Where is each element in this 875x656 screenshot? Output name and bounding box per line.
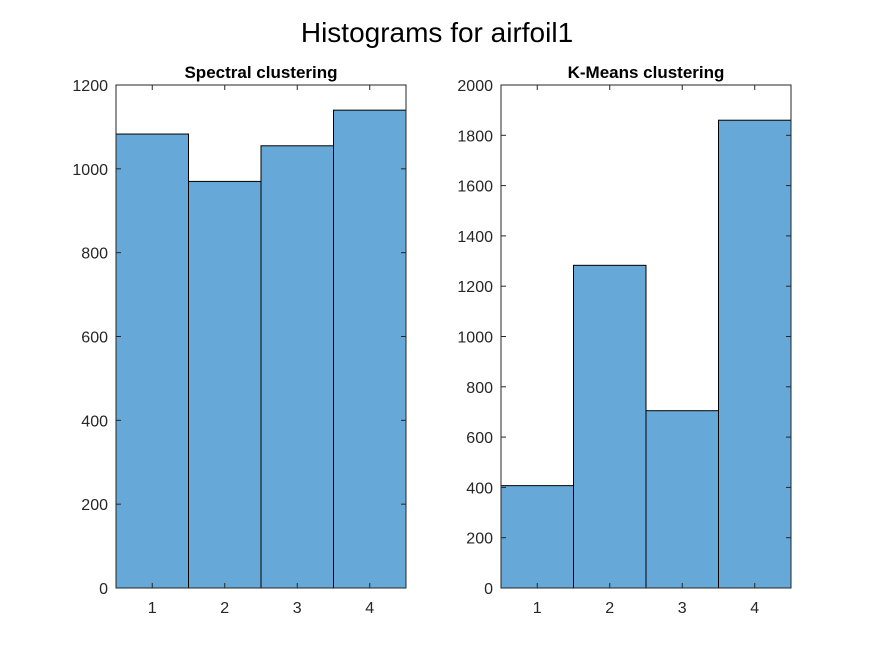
spectral-bar-2 <box>188 180 262 589</box>
kmeans-xtick-label: 2 <box>605 600 614 617</box>
kmeans-bar-1 <box>500 485 574 589</box>
figure-title: Histograms for airfoil1 <box>301 17 573 48</box>
spectral-ytick-label: 800 <box>81 246 108 263</box>
kmeans-ytick-label: 600 <box>466 430 493 447</box>
spectral-xtick-label: 2 <box>220 600 229 617</box>
kmeans-bar-4 <box>718 119 792 589</box>
spectral-bar-4 <box>333 109 407 589</box>
kmeans-xtick-label: 4 <box>750 600 759 617</box>
spectral-ytick-label: 1200 <box>72 78 108 95</box>
kmeans-bar-2 <box>573 264 647 589</box>
kmeans-ytick-label: 1600 <box>457 179 493 196</box>
kmeans-ytick-label: 1000 <box>457 330 493 347</box>
spectral-clustering-axes: Spectral clustering 0 200 400 600 800 1000 120… <box>72 63 407 617</box>
kmeans-ytick-label: 400 <box>466 480 493 497</box>
kmeans-ytick-label: 1800 <box>457 128 493 145</box>
kmeans-xtick-label: 3 <box>678 600 687 617</box>
kmeans-ytick-label: 1200 <box>457 279 493 296</box>
kmeans-bar-3 <box>645 410 719 589</box>
kmeans-clustering-axes: K-Means clustering 020040060080010001200… <box>457 63 792 617</box>
spectral-bar-3 <box>260 145 334 589</box>
spectral-ytick-label: 400 <box>81 413 108 430</box>
spectral-xtick-label: 4 <box>365 600 374 617</box>
kmeans-axes-border <box>500 84 792 589</box>
spectral-ytick-label: 200 <box>81 497 108 514</box>
spectral-xtick-label: 1 <box>148 600 157 617</box>
spectral-ytick-label: 0 <box>99 581 108 598</box>
spectral-axes-border <box>115 84 407 589</box>
spectral-xtick-label: 3 <box>293 600 302 617</box>
kmeans-xtick-label: 1 <box>533 600 542 617</box>
spectral-ytick-label: 600 <box>81 330 108 347</box>
spectral-bar-1 <box>115 133 189 589</box>
kmeans-ytick-label: 2000 <box>457 78 493 95</box>
kmeans-ytick-label: 0 <box>484 581 493 598</box>
kmeans-ytick-label: 1400 <box>457 229 493 246</box>
kmeans-clustering-title: K-Means clustering <box>568 63 725 82</box>
kmeans-ytick-label: 800 <box>466 380 493 397</box>
spectral-clustering-title: Spectral clustering <box>184 63 337 82</box>
kmeans-ytick-label: 200 <box>466 531 493 548</box>
spectral-ytick-label: 1000 <box>72 162 108 179</box>
